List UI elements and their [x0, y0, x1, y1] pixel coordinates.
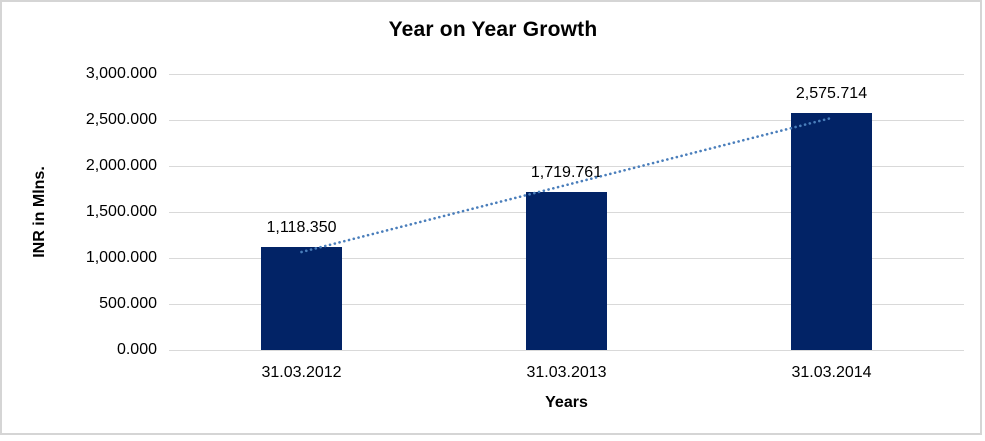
chart-title: Year on Year Growth	[388, 18, 598, 41]
bar-2014	[791, 113, 872, 350]
bar-data-label: 1,719.761	[530, 164, 603, 181]
x-tick-label: 31.03.2014	[791, 364, 872, 381]
plot-area: 1,118.350 1,719.761 2,575.714	[169, 74, 964, 351]
y-tick-label: 0.000	[116, 341, 157, 358]
y-tick-label: 2,000.000	[85, 157, 157, 174]
bar-data-label: 1,118.350	[266, 219, 337, 236]
y-tick-label: 500.000	[99, 295, 157, 312]
x-axis-title: Years	[545, 394, 588, 411]
bar-2013	[526, 192, 607, 350]
y-tick-label: 1,500.000	[85, 203, 157, 220]
y-tick-label: 2,500.000	[85, 111, 157, 128]
bar-2012	[261, 247, 342, 350]
x-axis-tick-labels: 31.03.2012 31.03.2013 31.03.2014	[169, 364, 964, 384]
y-tick-label: 3,000.000	[85, 65, 157, 82]
y-tick-label: 1,000.000	[85, 249, 157, 266]
y-axis-tick-labels: 3,000.000 2,500.000 2,000.000 1,500.000 …	[2, 66, 157, 358]
bar-data-label: 2,575.714	[795, 85, 868, 102]
x-tick-label: 31.03.2012	[261, 364, 342, 381]
x-tick-label: 31.03.2013	[526, 364, 607, 381]
